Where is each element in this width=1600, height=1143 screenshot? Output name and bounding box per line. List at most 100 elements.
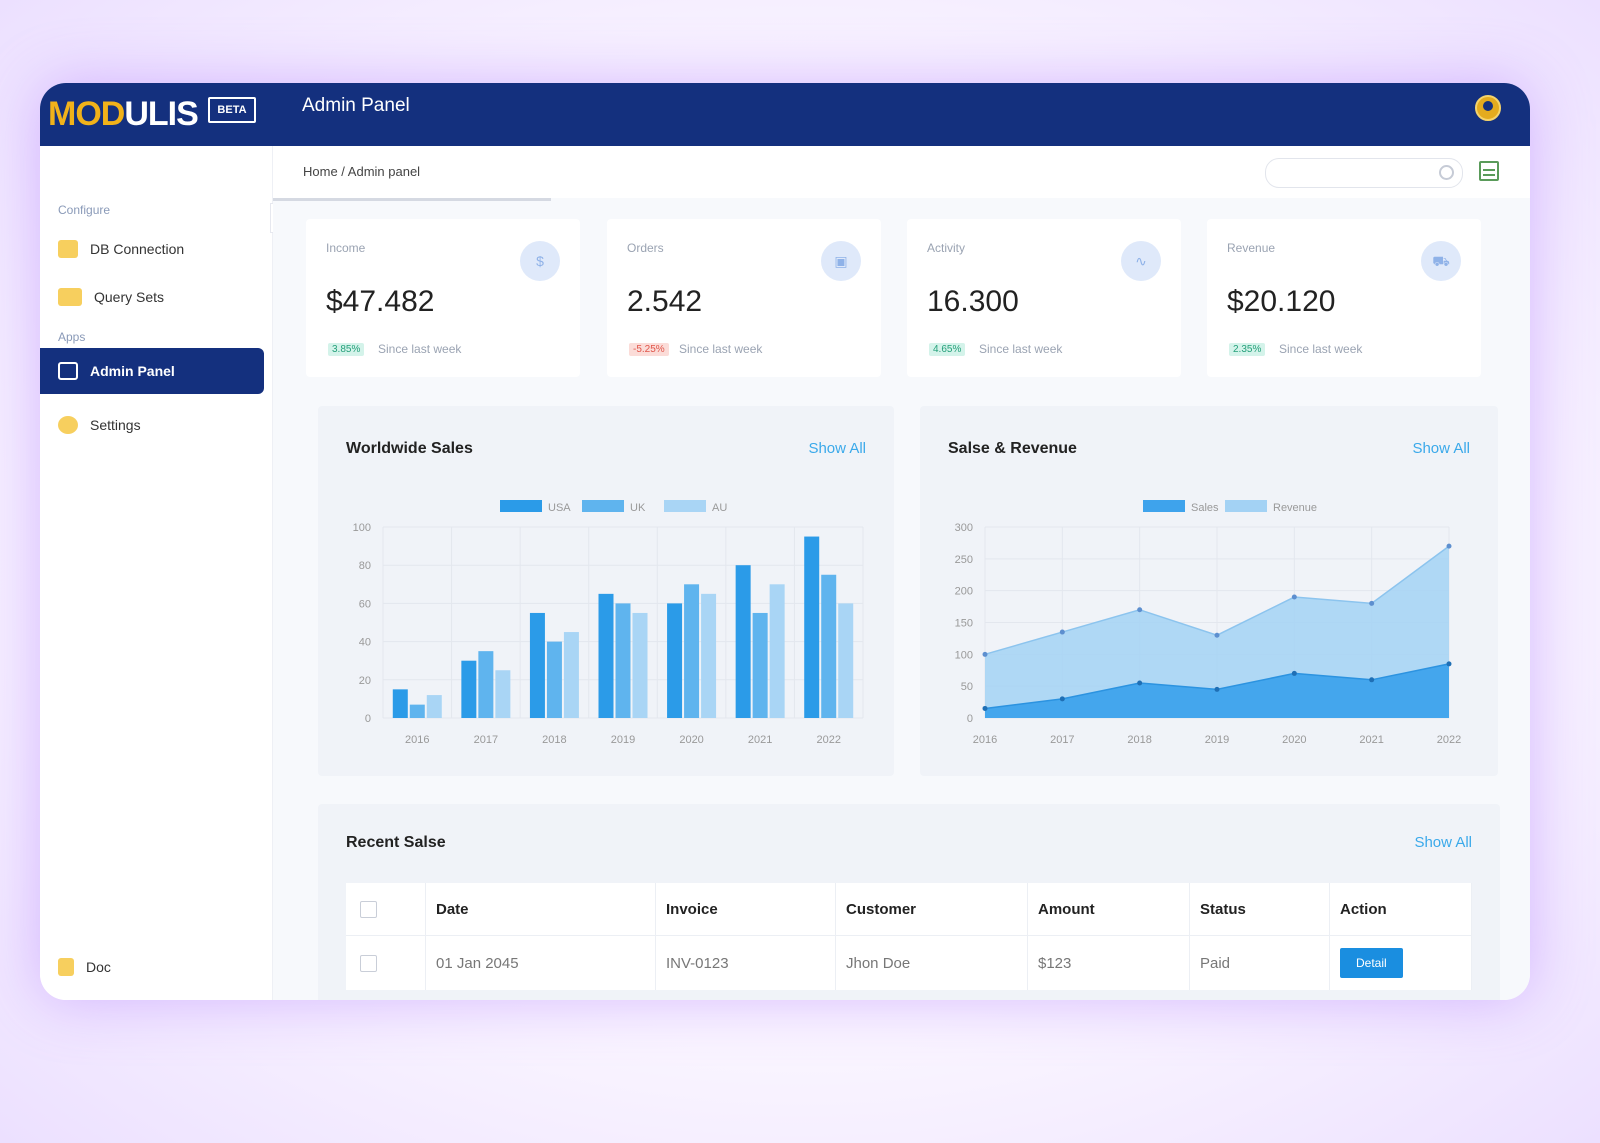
data-point xyxy=(1291,594,1297,600)
panel-title: Worldwide Sales xyxy=(346,440,473,457)
x-tick-label: 2021 xyxy=(1359,734,1383,746)
data-point xyxy=(1369,600,1375,606)
area-revenue xyxy=(985,546,1449,718)
stat-card-activity: Activity ∿ 16.300 4.65% Since last week xyxy=(907,219,1181,377)
legend-label: Revenue xyxy=(1273,502,1317,514)
y-tick-label: 0 xyxy=(967,713,973,725)
legend-label: AU xyxy=(712,502,727,514)
stat-change-badge: 2.35% xyxy=(1229,343,1266,356)
panel-title: Recent Salse xyxy=(346,834,446,851)
recent-sales-panel: Recent Salse Show All Date Invoice Custo… xyxy=(318,804,1500,1000)
stat-card-orders: Orders ▣ 2.542 -5.25% Since last week xyxy=(607,219,881,377)
logo[interactable]: MODULIS xyxy=(48,95,199,134)
stat-change-badge: -5.25% xyxy=(629,343,669,356)
column-header[interactable]: Customer xyxy=(835,883,1028,936)
column-header[interactable]: Status xyxy=(1189,883,1330,936)
worldwide-sales-chart: 0 20 40 60 80 100 2016 2017 2018 2019 2020 2021 2022… xyxy=(353,500,864,746)
user-avatar-icon[interactable] xyxy=(1475,95,1501,121)
bar xyxy=(426,695,442,718)
row-checkbox[interactable] xyxy=(360,954,377,972)
x-tick-label: 2021 xyxy=(748,734,772,746)
legend-swatch xyxy=(1143,500,1185,512)
cell-date: 01 Jan 2045 xyxy=(425,935,656,990)
stat-since-text: Since last week xyxy=(679,342,763,356)
bar xyxy=(478,651,494,718)
stat-since-text: Since last week xyxy=(979,342,1063,356)
stat-card-income: Income $ $47.482 3.85% Since last week xyxy=(306,219,580,377)
x-tick-label: 2016 xyxy=(405,734,429,746)
bar xyxy=(632,612,648,718)
column-header[interactable]: Action xyxy=(1329,883,1472,936)
column-header[interactable]: Date xyxy=(425,883,656,936)
table-view-icon[interactable] xyxy=(1479,161,1499,181)
bar xyxy=(838,603,854,718)
column-header[interactable]: Amount xyxy=(1027,883,1190,936)
progress-line xyxy=(273,198,551,201)
y-tick-label: 100 xyxy=(955,649,973,661)
data-point xyxy=(1446,661,1452,667)
legend-swatch xyxy=(582,500,624,512)
data-point xyxy=(1214,686,1220,692)
x-tick-label: 2018 xyxy=(542,734,566,746)
document-icon xyxy=(58,958,74,976)
y-tick-label: 0 xyxy=(365,713,371,725)
cell-amount: $123 xyxy=(1027,935,1190,990)
bag-icon: ▣ xyxy=(821,241,861,281)
sidebar-item-admin-panel[interactable]: Admin Panel xyxy=(40,348,264,394)
detail-button[interactable]: Detail xyxy=(1340,948,1403,978)
stat-value: 2.542 xyxy=(627,285,703,318)
search-input[interactable] xyxy=(1265,158,1463,188)
stat-value: $20.120 xyxy=(1227,285,1336,318)
sidebar-item-label: DB Connection xyxy=(90,241,185,257)
show-all-link[interactable]: Show All xyxy=(1414,834,1472,851)
logo-mod: MOD xyxy=(48,95,125,133)
legend-label: USA xyxy=(548,502,571,514)
data-point xyxy=(1137,607,1143,613)
bar xyxy=(546,641,562,718)
stat-since-text: Since last week xyxy=(378,342,462,356)
sidebar-item-label: Query Sets xyxy=(94,289,165,305)
legend-label: UK xyxy=(630,502,646,514)
x-tick-label: 2020 xyxy=(1282,734,1306,746)
x-tick-label: 2017 xyxy=(1050,734,1074,746)
x-tick-label: 2022 xyxy=(1437,734,1461,746)
x-tick-label: 2019 xyxy=(611,734,635,746)
y-tick-label: 50 xyxy=(961,681,973,693)
sidebar-item-doc[interactable]: Doc xyxy=(40,944,264,990)
sidebar-item-settings[interactable]: Settings xyxy=(40,402,264,448)
panel-icon xyxy=(58,362,78,380)
bar xyxy=(701,593,717,718)
stat-label: Income xyxy=(326,241,366,255)
bar xyxy=(667,603,683,718)
sidebar-item-label: Settings xyxy=(90,417,141,433)
data-point xyxy=(1214,632,1220,638)
sidebar-item-query-sets[interactable]: Query Sets xyxy=(40,274,264,320)
select-all-checkbox[interactable] xyxy=(360,900,377,918)
column-header[interactable]: Invoice xyxy=(655,883,836,936)
search-icon[interactable] xyxy=(1439,165,1454,180)
sidebar-item-db-connection[interactable]: DB Connection xyxy=(40,226,264,272)
legend-swatch xyxy=(500,500,542,512)
sidebar-section-apps: Apps xyxy=(58,330,86,344)
stat-change-badge: 3.85% xyxy=(328,343,365,356)
x-tick-label: 2017 xyxy=(474,734,498,746)
y-tick-label: 20 xyxy=(359,675,371,687)
y-tick-label: 250 xyxy=(955,554,973,566)
x-tick-label: 2016 xyxy=(973,734,997,746)
bar xyxy=(598,593,614,718)
x-tick-label: 2018 xyxy=(1127,734,1151,746)
sidebar-item-label: Doc xyxy=(86,959,111,975)
legend-swatch xyxy=(664,500,706,512)
show-all-link[interactable]: Show All xyxy=(808,440,866,457)
bar xyxy=(804,536,820,718)
y-tick-label: 300 xyxy=(955,522,973,534)
show-all-link[interactable]: Show All xyxy=(1412,440,1470,457)
top-bar: MODULIS BETA Admin Panel xyxy=(40,83,1530,146)
activity-icon: ∿ xyxy=(1121,241,1161,281)
sidebar: Configure DB Connection Query Sets Apps … xyxy=(40,146,273,1000)
data-point xyxy=(1059,696,1065,702)
bar xyxy=(821,574,837,718)
bar xyxy=(495,670,511,718)
cart-icon: ⛟ xyxy=(1421,241,1461,281)
dollar-icon: $ xyxy=(520,241,560,281)
